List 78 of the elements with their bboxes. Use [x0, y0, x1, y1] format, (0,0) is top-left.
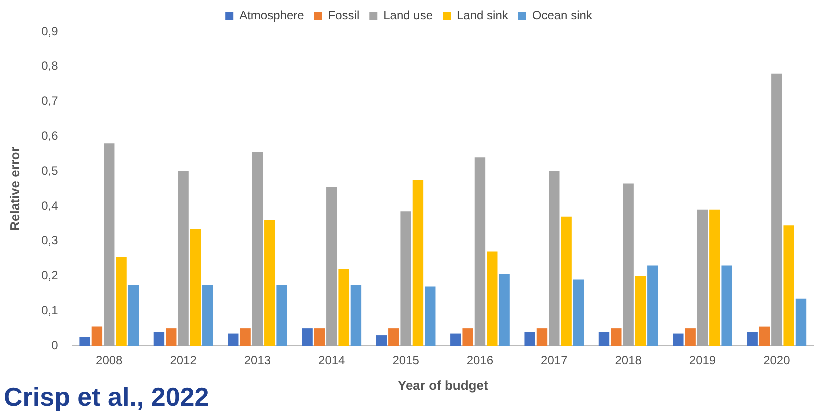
- bar: [487, 252, 498, 346]
- bar: [154, 332, 165, 346]
- bar: [264, 220, 276, 346]
- bar: [202, 284, 214, 346]
- y-tick-label: 0,7: [42, 94, 59, 108]
- bar: [784, 226, 794, 346]
- bar: [747, 332, 758, 346]
- bar: [178, 172, 189, 346]
- bar: [635, 276, 646, 346]
- bar: [252, 152, 264, 346]
- bar: [710, 210, 720, 346]
- bar: [573, 280, 584, 346]
- bar: [772, 74, 782, 346]
- x-tick-label: 2012: [170, 354, 198, 368]
- bar: [376, 336, 388, 346]
- bar: [685, 328, 696, 346]
- x-tick-label: 2016: [466, 354, 494, 368]
- bar: [314, 328, 326, 346]
- bar: [462, 328, 474, 346]
- y-tick-label: 0,2: [42, 268, 59, 283]
- bar: [673, 334, 684, 346]
- bar: [450, 334, 462, 346]
- x-tick-label: 2019: [689, 354, 716, 368]
- bar: [722, 266, 732, 346]
- legend-label: Atmosphere: [240, 8, 305, 22]
- bar: [611, 328, 622, 346]
- y-tick-label: 0,9: [42, 24, 59, 38]
- bar: [302, 328, 313, 346]
- bar: [240, 328, 251, 346]
- x-tick-label: 2014: [318, 354, 346, 368]
- bar: [326, 187, 338, 346]
- legend-label: Fossil: [328, 8, 360, 22]
- legend-label: Land use: [384, 8, 434, 22]
- bar: [598, 332, 610, 346]
- bar: [92, 326, 103, 346]
- bar: [128, 284, 140, 346]
- y-tick-label: 0: [52, 338, 59, 352]
- x-tick-label: 2018: [615, 354, 642, 368]
- bar: [116, 257, 127, 346]
- bar: [80, 337, 90, 346]
- bar: [104, 144, 115, 346]
- legend-label: Ocean sink: [532, 8, 594, 22]
- bar: [425, 286, 436, 346]
- bar: [549, 172, 560, 346]
- bar: [623, 184, 634, 346]
- y-axis-title: Relative error: [7, 147, 22, 231]
- bar: [759, 326, 770, 346]
- y-tick-label: 0,4: [42, 198, 59, 213]
- bar: [412, 180, 424, 346]
- bar: [388, 328, 400, 346]
- y-tick-label: 0,6: [42, 128, 59, 143]
- x-axis-title: Year of budget: [398, 378, 489, 393]
- bar: [796, 298, 807, 346]
- bar: [400, 212, 412, 346]
- bar: [697, 210, 708, 346]
- legend-label: Land sink: [457, 8, 510, 22]
- text: Crisp et al., 2022: [4, 382, 210, 412]
- bar: [190, 229, 202, 346]
- y-tick-label: 0,3: [42, 234, 59, 248]
- bar: [648, 266, 658, 346]
- x-tick-label: 2017: [541, 354, 568, 368]
- y-tick-label: 0,1: [42, 303, 59, 318]
- x-tick-label: 2020: [764, 354, 791, 368]
- y-tick-label: 0,5: [42, 164, 59, 178]
- bar: [561, 216, 572, 346]
- x-tick-label: 2015: [392, 354, 420, 368]
- x-tick-label: 2008: [96, 354, 124, 368]
- bar: [338, 269, 350, 346]
- bar: [536, 328, 548, 346]
- bar: [499, 274, 510, 346]
- bar: [474, 158, 486, 346]
- bar: [166, 328, 177, 346]
- bar: [524, 332, 536, 346]
- x-tick-label: 2013: [244, 354, 272, 368]
- bar: [276, 284, 288, 346]
- y-tick-label: 0,8: [42, 59, 59, 74]
- bar: [350, 284, 362, 346]
- bar: [228, 334, 239, 346]
